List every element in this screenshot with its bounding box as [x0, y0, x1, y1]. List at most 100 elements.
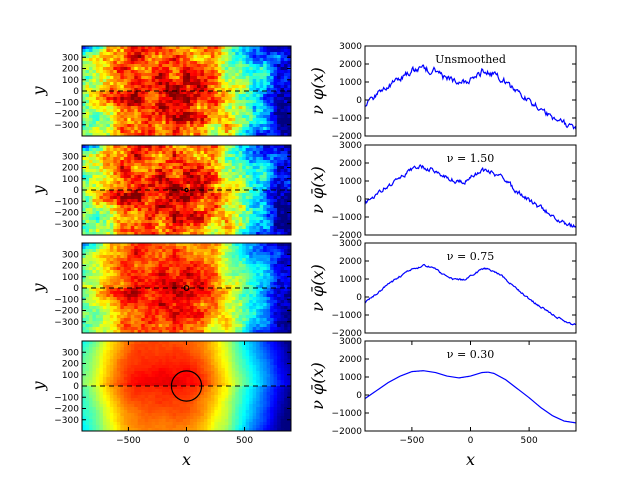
heatmap-cell: [287, 49, 292, 53]
heatmap-cell: [116, 217, 121, 221]
heatmap-cell: [249, 106, 254, 110]
heatmap-cell: [88, 291, 93, 295]
heatmap-cell: [245, 264, 250, 268]
heatmap-cell: [231, 232, 236, 236]
heatmap-cell: [102, 55, 107, 59]
heatmap-cell: [169, 85, 173, 89]
heatmap-cell: [203, 232, 208, 236]
heatmap-cell: [193, 276, 198, 280]
heatmap-cell: [144, 267, 149, 271]
heatmap-cell: [82, 46, 86, 50]
heatmap-cell: [179, 67, 184, 71]
heatmap-cell: [113, 64, 118, 68]
heatmap-cell: [210, 91, 215, 95]
heatmap-cell: [137, 160, 142, 164]
heatmap-cell: [217, 112, 222, 116]
heatmap-cell: [186, 148, 191, 152]
heatmap-cell: [252, 273, 257, 277]
heatmap-cell: [158, 270, 163, 274]
heatmap-cell: [252, 211, 257, 215]
heatmap-cell: [106, 243, 111, 247]
heatmap-cell: [238, 160, 243, 164]
heatmap-cell: [280, 184, 285, 188]
heatmap-cell: [183, 276, 187, 280]
heatmap-cell: [106, 67, 111, 71]
heatmap-cell: [193, 291, 198, 295]
heatmap-cell: [165, 267, 170, 271]
heatmap-cell: [186, 97, 191, 101]
heatmap-cell: [238, 196, 243, 200]
heatmap-cell: [109, 300, 114, 304]
heatmap-cell: [214, 190, 219, 194]
heatmap-cell: [134, 217, 139, 221]
heatmap-cell: [158, 115, 163, 119]
heatmap-cell: [231, 285, 236, 289]
heatmap-cell: [242, 243, 247, 247]
heatmap-cell: [92, 211, 97, 215]
heatmap-cell: [214, 112, 219, 116]
heatmap-cell: [176, 214, 180, 218]
heatmap-cell: [127, 127, 132, 131]
heatmap-cell: [273, 246, 278, 250]
heatmap-cell: [263, 184, 268, 188]
heatmap-cell: [196, 267, 201, 271]
heatmap-cell: [284, 226, 288, 230]
heatmap-cell: [130, 309, 135, 313]
heatmap-cell: [88, 70, 93, 74]
heatmap-cell: [148, 151, 153, 155]
heatmap-cell: [263, 172, 268, 176]
heatmap-cell: [95, 166, 100, 170]
heatmap-cell: [217, 67, 222, 71]
heatmap-cell: [179, 160, 184, 164]
heatmap-cell: [95, 267, 100, 271]
heatmap-cell: [186, 270, 191, 274]
heatmap-cell: [99, 112, 104, 116]
heatmap-cell: [228, 127, 233, 131]
heatmap-cell: [259, 118, 264, 122]
heatmap-cell: [120, 49, 125, 53]
heatmap-cell: [200, 118, 205, 122]
heatmap-cell: [137, 124, 142, 128]
heatmap-cell: [273, 121, 278, 125]
heatmap-cell: [277, 199, 281, 203]
heatmap-cell: [85, 97, 90, 101]
heatmap-cell: [287, 303, 292, 307]
heatmap-cell: [144, 217, 149, 221]
heatmap-cell: [130, 58, 135, 62]
heatmap-cell: [207, 258, 212, 262]
heatmap-cell: [165, 76, 170, 80]
heatmap-cell: [172, 211, 177, 215]
heatmap-cell: [158, 64, 163, 68]
heatmap-cell: [210, 196, 215, 200]
heatmap-cell: [256, 106, 261, 110]
heatmap-cell: [162, 76, 166, 80]
heatmap-cell: [148, 184, 153, 188]
heatmap-cell: [270, 226, 274, 230]
heatmap-cell: [189, 181, 194, 185]
heatmap-cell: [280, 121, 285, 125]
heatmap-cell: [189, 196, 194, 200]
heatmap-cell: [280, 127, 285, 131]
heatmap-cell: [99, 202, 104, 206]
heatmap-cell: [273, 178, 278, 182]
heatmap-cell: [203, 267, 208, 271]
heatmap-cell: [231, 58, 236, 62]
heatmap-cell: [224, 273, 229, 277]
heatmap-cell: [256, 91, 261, 95]
heatmap-cell: [148, 217, 153, 221]
heatmap-cell: [224, 115, 229, 119]
heatmap-cell: [203, 279, 208, 283]
heatmap-cell: [88, 184, 93, 188]
heatmap-cell: [263, 249, 268, 253]
heatmap-cell: [92, 264, 97, 268]
heatmap-cell: [155, 76, 160, 80]
heatmap-cell: [228, 291, 233, 295]
heatmap-cell: [155, 187, 160, 191]
heatmap-cell: [82, 148, 86, 152]
heatmap-cell: [214, 55, 219, 59]
heatmap-cell: [158, 205, 163, 209]
heatmap-cell: [249, 282, 254, 286]
heatmap-cell: [210, 103, 215, 107]
heatmap-cell: [259, 85, 264, 89]
heatmap-cell: [203, 187, 208, 191]
